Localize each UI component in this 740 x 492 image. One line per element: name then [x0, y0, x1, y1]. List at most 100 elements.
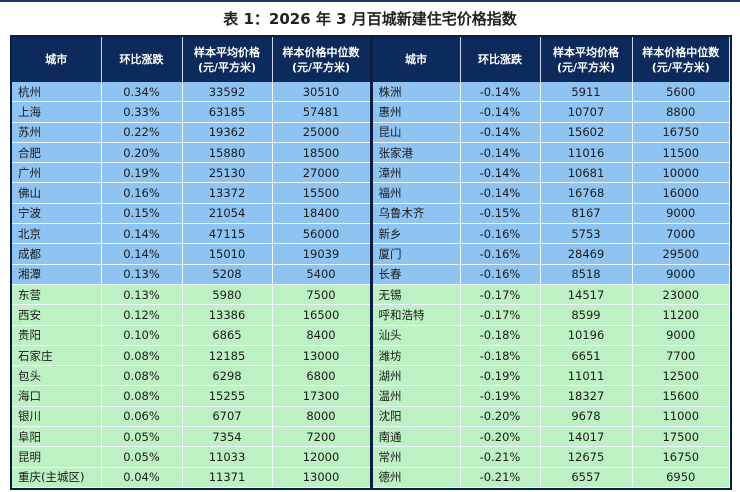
cell-city: 合肥 — [12, 142, 102, 164]
cell-median-price: 7700 — [632, 345, 730, 367]
cell-median-price: 7500 — [272, 284, 373, 306]
cell-city: 昆山 — [371, 122, 461, 143]
cell-mom-change: -0.16% — [460, 223, 541, 245]
cell-median-price: 29500 — [632, 243, 730, 265]
cell-city: 北京 — [12, 223, 102, 245]
table-row: 东营 0.13% 5980 7500 无锡 -0.17% 14517 23000 — [12, 284, 730, 306]
cell-mom-change: -0.14% — [460, 82, 541, 103]
cell-city: 厦门 — [371, 243, 461, 265]
cell-city: 南通 — [371, 426, 461, 448]
cell-city: 长春 — [371, 264, 461, 285]
cell-avg-price: 19362 — [182, 122, 273, 143]
cell-avg-price: 47115 — [182, 223, 273, 245]
cell-median-price: 17300 — [272, 385, 373, 407]
cell-mom-change: -0.19% — [460, 385, 541, 407]
table-row: 重庆(主城区) 0.04% 11371 13000 德州 -0.21% 6557 6950 — [12, 467, 730, 488]
cell-mom-change: -0.15% — [460, 203, 541, 225]
cell-median-price: 56000 — [272, 223, 373, 245]
cell-median-price: 8800 — [632, 101, 730, 123]
header-city-right: 城市 — [371, 37, 461, 82]
cell-mom-change: 0.14% — [101, 243, 183, 265]
cell-mom-change: 0.04% — [101, 467, 183, 488]
cell-avg-price: 11011 — [540, 365, 633, 387]
table-row: 合肥 0.20% 15880 18500 张家港 -0.14% 11016 11500 — [12, 142, 730, 164]
cell-median-price: 25000 — [272, 122, 373, 143]
cell-avg-price: 14017 — [540, 426, 633, 448]
header-row: 城市 环比涨跌 样本平均价格 (元/平方米) 样本价格中位数 (元/平方米) 城市 环比涨… — [12, 37, 730, 82]
cell-median-price: 8400 — [272, 325, 373, 346]
cell-median-price: 6950 — [632, 467, 730, 488]
cell-avg-price: 6651 — [540, 345, 633, 367]
cell-mom-change: 0.06% — [101, 406, 183, 428]
cell-avg-price: 33592 — [182, 82, 273, 103]
cell-mom-change: -0.14% — [460, 122, 541, 143]
cell-mom-change: 0.08% — [101, 365, 183, 387]
cell-avg-price: 10707 — [540, 101, 633, 123]
cell-median-price: 12500 — [632, 365, 730, 387]
cell-mom-change: -0.16% — [460, 243, 541, 265]
cell-city: 上海 — [12, 101, 102, 123]
cell-city: 杭州 — [12, 82, 102, 103]
cell-mom-change: -0.16% — [460, 264, 541, 285]
table-row: 北京 0.14% 47115 56000 新乡 -0.16% 5753 7000 — [12, 223, 730, 245]
cell-median-price: 11200 — [632, 304, 730, 326]
cell-mom-change: -0.20% — [460, 406, 541, 428]
cell-median-price: 16750 — [632, 122, 730, 143]
cell-mom-change: -0.14% — [460, 142, 541, 164]
table-row: 成都 0.14% 15010 19039 厦门 -0.16% 28469 29500 — [12, 243, 730, 265]
cell-median-price: 13000 — [272, 467, 373, 488]
cell-median-price: 11500 — [632, 142, 730, 164]
cell-avg-price: 8518 — [540, 264, 633, 285]
cell-city: 佛山 — [12, 182, 102, 204]
cell-mom-change: -0.17% — [460, 304, 541, 326]
cell-avg-price: 18327 — [540, 385, 633, 407]
cell-avg-price: 5753 — [540, 223, 633, 245]
table-row: 昆明 0.05% 11033 12000 常州 -0.21% 12675 16750 — [12, 446, 730, 468]
cell-avg-price: 12185 — [182, 345, 273, 367]
cell-mom-change: 0.12% — [101, 304, 183, 326]
cell-median-price: 11000 — [632, 406, 730, 428]
cell-median-price: 18400 — [272, 203, 373, 225]
table-row: 石家庄 0.08% 12185 13000 潍坊 -0.18% 6651 7700 — [12, 345, 730, 367]
cell-mom-change: 0.10% — [101, 325, 183, 346]
cell-avg-price: 15602 — [540, 122, 633, 143]
cell-median-price: 7000 — [632, 223, 730, 245]
cell-avg-price: 6707 — [182, 406, 273, 428]
cell-median-price: 17500 — [632, 426, 730, 448]
cell-avg-price: 15010 — [182, 243, 273, 265]
table-row: 上海 0.33% 63185 57481 惠州 -0.14% 10707 8800 — [12, 101, 730, 123]
table-row: 广州 0.19% 25130 27000 漳州 -0.14% 10681 10000 — [12, 162, 730, 184]
cell-city: 无锡 — [371, 284, 461, 306]
cell-city: 株洲 — [371, 82, 461, 103]
cell-city: 张家港 — [371, 142, 461, 164]
header-city-left: 城市 — [12, 37, 102, 82]
cell-median-price: 6800 — [272, 365, 373, 387]
cell-avg-price: 8167 — [540, 203, 633, 225]
cell-mom-change: 0.13% — [101, 284, 183, 306]
table-row: 贵阳 0.10% 6865 8400 汕头 -0.18% 10196 9000 — [12, 325, 730, 346]
cell-avg-price: 15255 — [182, 385, 273, 407]
cell-median-price: 16000 — [632, 182, 730, 204]
cell-mom-change: 0.19% — [101, 162, 183, 184]
cell-mom-change: -0.14% — [460, 101, 541, 123]
cell-avg-price: 6865 — [182, 325, 273, 346]
header-median-price-left: 样本价格中位数 (元/平方米) — [272, 37, 373, 82]
cell-avg-price: 6298 — [182, 365, 273, 387]
cell-mom-change: 0.08% — [101, 345, 183, 367]
cell-mom-change: -0.18% — [460, 325, 541, 346]
cell-median-price: 9000 — [632, 264, 730, 285]
cell-city: 温州 — [371, 385, 461, 407]
cell-mom-change: -0.14% — [460, 182, 541, 204]
table-row: 西安 0.12% 13386 16500 呼和浩特 -0.17% 8599 11200 — [12, 304, 730, 326]
cell-city: 汕头 — [371, 325, 461, 346]
cell-mom-change: 0.05% — [101, 446, 183, 468]
cell-median-price: 15600 — [632, 385, 730, 407]
cell-mom-change: 0.16% — [101, 182, 183, 204]
cell-city: 潍坊 — [371, 345, 461, 367]
cell-avg-price: 5911 — [540, 82, 633, 103]
cell-mom-change: 0.22% — [101, 122, 183, 143]
cell-median-price: 57481 — [272, 101, 373, 123]
cell-avg-price: 21054 — [182, 203, 273, 225]
cell-median-price: 10000 — [632, 162, 730, 184]
cell-city: 阜阳 — [12, 426, 102, 448]
